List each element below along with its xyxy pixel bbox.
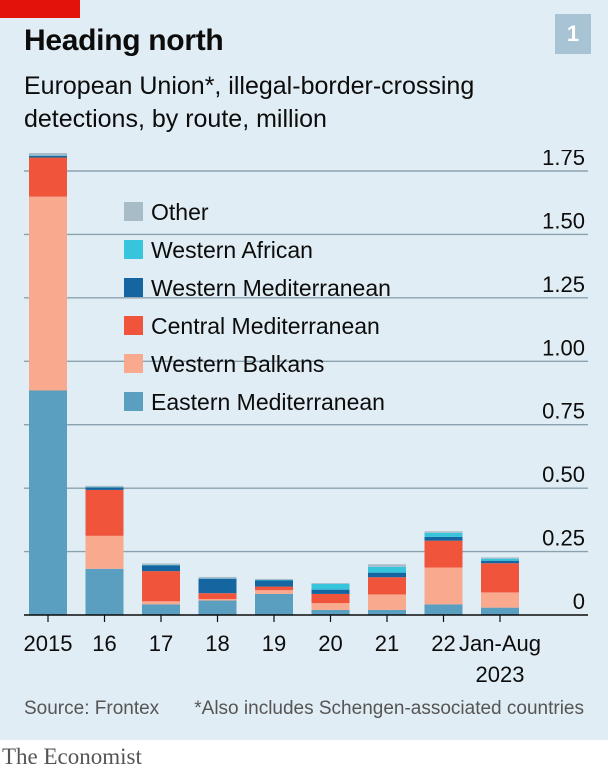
bar-segment bbox=[481, 560, 519, 564]
bar-segment bbox=[368, 609, 406, 615]
bar-segment bbox=[368, 594, 406, 610]
bar-segment bbox=[311, 583, 350, 590]
brand-accent-tag bbox=[0, 0, 80, 18]
legend-swatch bbox=[124, 240, 143, 259]
bar-segment bbox=[29, 152, 67, 156]
legend-label: Western African bbox=[151, 237, 313, 263]
y-tick-label: 1.00 bbox=[542, 335, 585, 360]
source-note: Source: Frontex bbox=[24, 698, 160, 719]
footnote: *Also includes Schengen-associated count… bbox=[194, 698, 584, 719]
x-tick-label: Jan-Aug bbox=[459, 631, 541, 656]
legend-swatch bbox=[124, 392, 143, 411]
bar-segment bbox=[424, 567, 463, 605]
bar-segment bbox=[481, 607, 519, 615]
chart-title: Heading north bbox=[24, 24, 224, 57]
y-tick-label: 0.75 bbox=[542, 399, 585, 424]
bar-segment bbox=[368, 577, 406, 595]
bar-segment bbox=[311, 583, 350, 584]
bar-segment bbox=[198, 600, 237, 615]
bar-segment bbox=[29, 155, 67, 158]
y-tick-label: 0 bbox=[573, 589, 585, 614]
bar-segment bbox=[424, 536, 463, 541]
bar-segment bbox=[142, 563, 180, 566]
chart-subtitle: European Union*, illegal-border-crossing… bbox=[24, 72, 475, 133]
bar-segment bbox=[198, 599, 237, 601]
chart-number-badge: 1 bbox=[555, 14, 591, 54]
x-tick-label: 2015 bbox=[24, 631, 73, 656]
bar-segment bbox=[368, 566, 406, 573]
bar-segment bbox=[198, 578, 237, 594]
bar-segment bbox=[424, 532, 463, 537]
bar-segment bbox=[424, 604, 463, 615]
bar-segment bbox=[255, 580, 293, 587]
bar-segment bbox=[198, 576, 237, 579]
legend-swatch bbox=[124, 202, 143, 221]
bar-segment bbox=[481, 557, 519, 559]
legend-label: Western Mediterranean bbox=[151, 275, 391, 301]
bar-segment bbox=[311, 589, 350, 594]
publisher-logo-text: The Economist bbox=[2, 744, 142, 769]
bar-segment bbox=[198, 593, 237, 600]
x-tick-label: 2023 bbox=[476, 662, 525, 687]
bar-segment bbox=[424, 531, 463, 533]
bar-segment bbox=[85, 535, 124, 569]
bar-segment bbox=[255, 586, 293, 591]
legend-label: Western Balkans bbox=[151, 351, 324, 377]
bar-segment bbox=[142, 601, 180, 605]
bar-segment bbox=[311, 593, 350, 604]
x-tick-label: 19 bbox=[262, 631, 286, 656]
bar-segment bbox=[481, 563, 519, 593]
y-tick-label: 1.25 bbox=[542, 272, 585, 297]
bar-segment bbox=[142, 604, 180, 615]
x-tick-label: 21 bbox=[375, 631, 399, 656]
y-tick-label: 1.75 bbox=[542, 150, 585, 170]
legend-label: Other bbox=[151, 199, 209, 225]
bar-segment bbox=[481, 558, 519, 561]
y-tick-label: 1.50 bbox=[542, 208, 585, 233]
bar-segment bbox=[481, 592, 519, 608]
bar-segment bbox=[29, 196, 67, 391]
legend-swatch bbox=[124, 278, 143, 297]
x-tick-label: 16 bbox=[92, 631, 116, 656]
bar-segment bbox=[29, 157, 67, 197]
legend-label: Eastern Mediterranean bbox=[151, 389, 385, 415]
bar-segment bbox=[255, 590, 293, 594]
bar-segment bbox=[142, 565, 180, 572]
axes: 0 0.25 0.50 0.75 1.00 1.25 1.50 1.75 2015 16 17 18 1… bbox=[24, 150, 588, 687]
bar-segment bbox=[142, 571, 180, 602]
legend-label: Central Mediterranean bbox=[151, 313, 380, 339]
bar-segment bbox=[85, 489, 124, 536]
bar-segment bbox=[85, 487, 124, 490]
bar-segment bbox=[255, 579, 293, 581]
bar-segment bbox=[85, 568, 124, 615]
x-tick-label: 18 bbox=[205, 631, 229, 656]
y-tick-label: 0.50 bbox=[542, 462, 585, 487]
bar-segment bbox=[368, 564, 406, 567]
x-tick-label: 22 bbox=[431, 631, 455, 656]
x-tick-label: 17 bbox=[149, 631, 173, 656]
chart-panel bbox=[0, 0, 608, 740]
bar-segment bbox=[255, 593, 293, 615]
bar-segment bbox=[424, 540, 463, 568]
bars bbox=[29, 152, 519, 615]
bar-segment bbox=[368, 572, 406, 578]
bar-segment bbox=[255, 578, 293, 580]
y-tick-label: 0.25 bbox=[542, 526, 585, 551]
legend-swatch bbox=[124, 316, 143, 335]
legend-swatch bbox=[124, 354, 143, 373]
bar-segment bbox=[85, 485, 124, 488]
bar-segment bbox=[29, 390, 67, 615]
bar-segment bbox=[311, 609, 350, 615]
legend: Other Western African Western Mediterranea… bbox=[124, 199, 391, 415]
bar-segment bbox=[311, 603, 350, 610]
x-tick-label: 20 bbox=[318, 631, 342, 656]
stacked-bar-chart: 0 0.25 0.50 0.75 1.00 1.25 1.50 1.75 2015 16 17 18 1… bbox=[24, 150, 588, 687]
